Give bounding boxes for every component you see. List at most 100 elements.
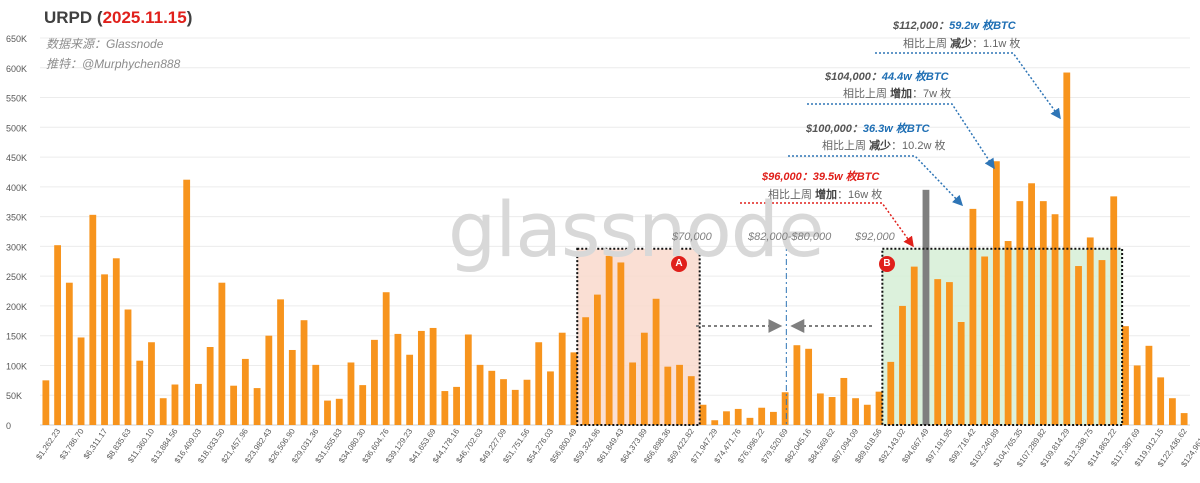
bar — [394, 333, 402, 425]
bar — [1086, 237, 1094, 425]
bar — [781, 392, 789, 425]
annotation-arrow — [875, 52, 1061, 120]
bar — [828, 397, 836, 425]
bar — [1157, 377, 1165, 425]
bar — [335, 398, 343, 425]
annotation-arrow — [788, 155, 964, 207]
y-tick-label: 150K — [6, 332, 27, 342]
bar — [42, 380, 50, 425]
bar — [992, 161, 1000, 425]
bar — [629, 362, 637, 425]
bar — [617, 262, 625, 425]
level-label-92000: $92,000 — [855, 231, 895, 243]
compare-direction: 减少 — [869, 140, 892, 152]
bar — [300, 320, 308, 425]
y-tick-label: 0 — [6, 421, 11, 431]
bar — [723, 411, 730, 425]
bar — [816, 393, 824, 425]
bar — [464, 334, 472, 425]
bar — [1145, 345, 1153, 425]
bar — [981, 256, 989, 425]
bar — [230, 385, 238, 425]
bar — [218, 282, 226, 425]
bar — [1028, 183, 1035, 425]
bar — [1180, 413, 1188, 425]
bar — [253, 388, 261, 425]
bar — [1110, 196, 1118, 425]
bar — [511, 389, 519, 425]
bar — [488, 370, 496, 425]
y-tick-label: 100K — [6, 361, 27, 371]
annotation-112000: $112,000：59.2w 枚BTC — [893, 17, 1016, 33]
bar — [277, 299, 284, 425]
bar — [535, 342, 543, 425]
bar — [312, 364, 320, 425]
bar — [910, 266, 918, 425]
bar — [206, 347, 214, 425]
bar — [1098, 260, 1106, 425]
bar — [476, 364, 484, 425]
y-tick-label: 450K — [6, 153, 27, 163]
annotation-100000: $100,000：36.3w 枚BTC — [806, 120, 930, 136]
bar — [711, 420, 719, 425]
y-tick-label: 400K — [6, 183, 27, 193]
bar — [793, 345, 801, 425]
bar — [124, 309, 132, 425]
y-tick-label: 300K — [6, 242, 27, 252]
bar — [746, 417, 754, 425]
bar — [547, 371, 554, 425]
bar — [171, 384, 179, 425]
compare-value: ：1.1w 枚 — [972, 38, 1021, 50]
bar — [1016, 201, 1024, 425]
bar — [112, 258, 120, 425]
bar — [1051, 214, 1059, 425]
annotation-amount: 36.3w 枚BTC — [862, 123, 930, 135]
level-label-70000: $70,000 — [672, 231, 712, 243]
bar — [523, 379, 531, 425]
annotation-amount: 44.4w 枚BTC — [881, 71, 949, 83]
bar — [89, 214, 97, 425]
bar — [957, 321, 965, 425]
compare-direction: 增加 — [815, 189, 838, 201]
annotation-price: $100,000： — [806, 123, 863, 135]
annotation-compare-96000: 相比上周 增加：16w 枚 — [768, 186, 882, 202]
bar — [770, 411, 777, 425]
bar — [840, 377, 848, 425]
bar — [347, 362, 355, 425]
y-tick-label: 550K — [6, 94, 27, 104]
bar — [570, 352, 578, 425]
bar — [852, 398, 859, 425]
annotation-compare-104000: 相比上周 增加：7w 枚 — [843, 85, 951, 101]
data-source: 数据来源：Glassnode — [46, 37, 164, 51]
bar — [288, 349, 296, 425]
bar — [946, 282, 953, 425]
y-axis-labels: 0 50K 100K 150K 200K 250K 300K 350K 400K 450K 500K… — [6, 34, 27, 431]
annotation-arrow — [740, 202, 914, 248]
compare-direction: 增加 — [890, 88, 913, 100]
bar — [241, 358, 249, 425]
bar — [1133, 365, 1141, 425]
compare-prefix: 相比上周 — [903, 38, 951, 50]
compare-prefix: 相比上周 — [768, 189, 816, 201]
bar — [699, 404, 707, 425]
bar — [558, 332, 566, 425]
bars — [42, 72, 1188, 425]
bar — [969, 208, 977, 425]
bar — [195, 383, 202, 425]
bar — [441, 391, 449, 425]
bar — [148, 342, 155, 425]
y-tick-label: 500K — [6, 123, 27, 133]
bar — [136, 360, 144, 425]
bar — [265, 335, 273, 425]
annotation-lines — [576, 52, 1124, 426]
bar — [183, 179, 191, 425]
bar — [1004, 241, 1012, 425]
bar — [922, 189, 930, 425]
y-tick-label: 50K — [6, 391, 22, 401]
compare-value: ：16w 枚 — [837, 189, 883, 201]
bar — [652, 298, 660, 425]
y-tick-label: 250K — [6, 272, 27, 282]
bar — [65, 282, 73, 425]
bar — [417, 330, 425, 425]
annotation-96000: $96,000：39.5w 枚BTC — [762, 168, 879, 184]
